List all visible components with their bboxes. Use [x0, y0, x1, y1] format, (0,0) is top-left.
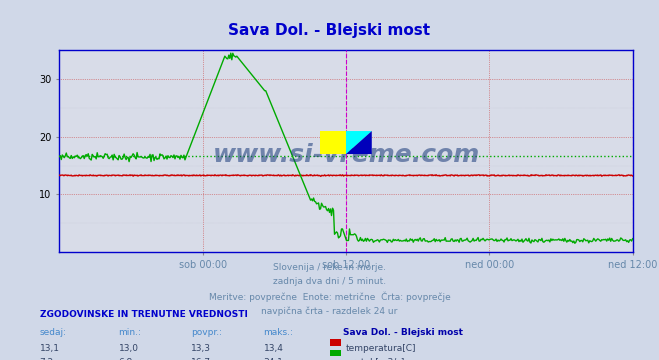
Text: Slovenija / reke in morje.: Slovenija / reke in morje. — [273, 263, 386, 272]
Text: Sava Dol. - Blejski most: Sava Dol. - Blejski most — [343, 328, 463, 337]
Text: Meritve: povprečne  Enote: metrične  Črta: povprečje: Meritve: povprečne Enote: metrične Črta:… — [209, 292, 450, 302]
Text: 7,2: 7,2 — [40, 358, 53, 360]
Text: 13,0: 13,0 — [119, 344, 138, 353]
Text: www.si-vreme.com: www.si-vreme.com — [212, 143, 480, 167]
Text: min.:: min.: — [119, 328, 142, 337]
Text: 16,7: 16,7 — [191, 358, 211, 360]
Text: sedaj:: sedaj: — [40, 328, 67, 337]
Text: 13,3: 13,3 — [191, 344, 211, 353]
Text: 34,1: 34,1 — [264, 358, 283, 360]
Text: 6,8: 6,8 — [119, 358, 133, 360]
Polygon shape — [346, 131, 372, 154]
Text: zadnja dva dni / 5 minut.: zadnja dva dni / 5 minut. — [273, 277, 386, 286]
Text: pretok[m3/s]: pretok[m3/s] — [346, 358, 405, 360]
Polygon shape — [346, 131, 372, 154]
Text: 13,1: 13,1 — [40, 344, 59, 353]
Text: navpična črta - razdelek 24 ur: navpična črta - razdelek 24 ur — [262, 306, 397, 315]
Text: povpr.:: povpr.: — [191, 328, 222, 337]
Text: maks.:: maks.: — [264, 328, 293, 337]
Text: 13,4: 13,4 — [264, 344, 283, 353]
Bar — [320, 131, 346, 154]
Text: temperatura[C]: temperatura[C] — [346, 344, 416, 353]
Text: ZGODOVINSKE IN TRENUTNE VREDNOSTI: ZGODOVINSKE IN TRENUTNE VREDNOSTI — [40, 310, 247, 319]
Text: Sava Dol. - Blejski most: Sava Dol. - Blejski most — [229, 23, 430, 39]
